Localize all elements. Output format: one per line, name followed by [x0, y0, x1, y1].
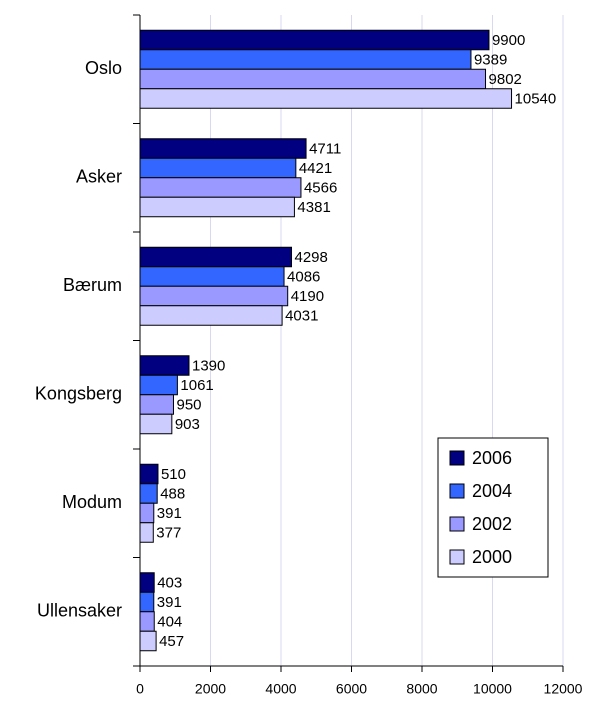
legend-swatch — [449, 516, 465, 532]
bar — [139, 413, 173, 435]
value-label: 4421 — [299, 160, 332, 177]
value-label: 391 — [157, 505, 182, 522]
legend-label: 2002 — [472, 514, 512, 534]
bar — [139, 483, 158, 504]
x-tick-label: 10000 — [473, 681, 512, 697]
bar — [139, 138, 307, 159]
bar — [139, 522, 154, 543]
y-tick-label: Kongsberg — [35, 384, 122, 404]
y-tick-label: Bærum — [63, 275, 122, 295]
bar — [139, 285, 289, 307]
bar — [139, 157, 297, 179]
x-tick-label: 8000 — [406, 681, 437, 697]
value-label: 4190 — [291, 288, 324, 305]
bar — [139, 305, 283, 326]
value-label: 9900 — [492, 32, 525, 49]
value-label: 10540 — [515, 90, 557, 107]
value-label: 457 — [159, 633, 184, 650]
y-tick-label: Modum — [62, 492, 122, 512]
value-label: 9389 — [474, 51, 507, 68]
bar — [139, 611, 155, 632]
value-label: 903 — [175, 416, 200, 433]
bar — [139, 246, 293, 268]
y-tick-label: Ullensaker — [37, 601, 122, 621]
value-label: 404 — [157, 613, 182, 630]
bar — [139, 88, 513, 109]
bar — [139, 630, 157, 652]
bar — [139, 68, 487, 90]
legend-swatch — [449, 483, 465, 499]
y-tick-label: Asker — [76, 167, 122, 187]
bar — [139, 591, 155, 613]
x-tick-label: 4000 — [265, 681, 296, 697]
bar — [139, 177, 302, 198]
y-tick-label: Oslo — [85, 58, 122, 78]
value-label: 391 — [157, 594, 182, 611]
value-label: 4298 — [295, 249, 328, 266]
value-label: 1390 — [192, 357, 225, 374]
value-label: 950 — [176, 396, 201, 413]
value-label: 510 — [161, 466, 186, 483]
legend-swatch — [449, 549, 465, 565]
x-tick-label: 0 — [136, 681, 144, 697]
legend-label: 2004 — [472, 481, 512, 501]
value-label: 4566 — [304, 179, 337, 196]
x-tick-label: 6000 — [336, 681, 367, 697]
value-label: 1061 — [180, 377, 213, 394]
bar — [139, 374, 178, 396]
x-tick-label: 12000 — [544, 681, 583, 697]
x-tick-label: 2000 — [195, 681, 226, 697]
value-label: 4086 — [287, 268, 320, 285]
bar — [139, 49, 472, 70]
value-label: 377 — [156, 524, 181, 541]
legend-label: 2006 — [472, 448, 512, 468]
legend-swatch — [449, 450, 465, 466]
bar — [139, 394, 174, 415]
bar — [139, 355, 190, 376]
legend-label: 2000 — [472, 547, 512, 567]
value-label: 4711 — [309, 140, 341, 157]
bar — [139, 266, 285, 287]
value-label: 9802 — [489, 71, 522, 88]
bar — [139, 572, 155, 593]
value-label: 4031 — [285, 307, 318, 324]
bar — [139, 502, 155, 524]
value-label: 403 — [157, 574, 182, 591]
value-label: 4381 — [297, 199, 330, 216]
bar — [139, 463, 159, 485]
bar — [139, 196, 295, 218]
value-label: 488 — [160, 485, 185, 502]
bar — [139, 29, 490, 51]
